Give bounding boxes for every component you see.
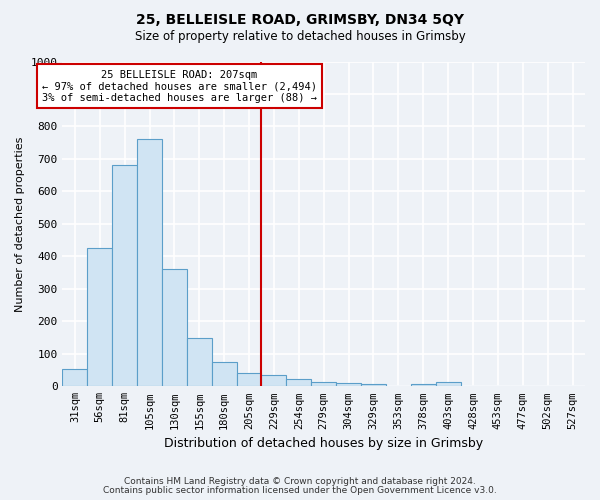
Bar [212,362,236,386]
Bar [311,382,336,386]
Text: 25, BELLEISLE ROAD, GRIMSBY, DN34 5QY: 25, BELLEISLE ROAD, GRIMSBY, DN34 5QY [136,12,464,26]
Bar [112,166,137,386]
Y-axis label: Number of detached properties: Number of detached properties [15,136,25,312]
Text: 25 BELLEISLE ROAD: 207sqm
← 97% of detached houses are smaller (2,494)
3% of sem: 25 BELLEISLE ROAD: 207sqm ← 97% of detac… [42,70,317,103]
Bar [88,248,112,386]
Bar [236,374,262,386]
Bar [62,370,88,386]
Bar [137,140,162,386]
Bar [411,384,436,386]
X-axis label: Distribution of detached houses by size in Grimsby: Distribution of detached houses by size … [164,437,483,450]
Bar [336,383,361,386]
Bar [286,379,311,386]
Bar [436,382,461,386]
Text: Size of property relative to detached houses in Grimsby: Size of property relative to detached ho… [134,30,466,43]
Bar [162,270,187,386]
Bar [361,384,386,386]
Bar [262,375,286,386]
Text: Contains public sector information licensed under the Open Government Licence v3: Contains public sector information licen… [103,486,497,495]
Bar [187,338,212,386]
Text: Contains HM Land Registry data © Crown copyright and database right 2024.: Contains HM Land Registry data © Crown c… [124,477,476,486]
